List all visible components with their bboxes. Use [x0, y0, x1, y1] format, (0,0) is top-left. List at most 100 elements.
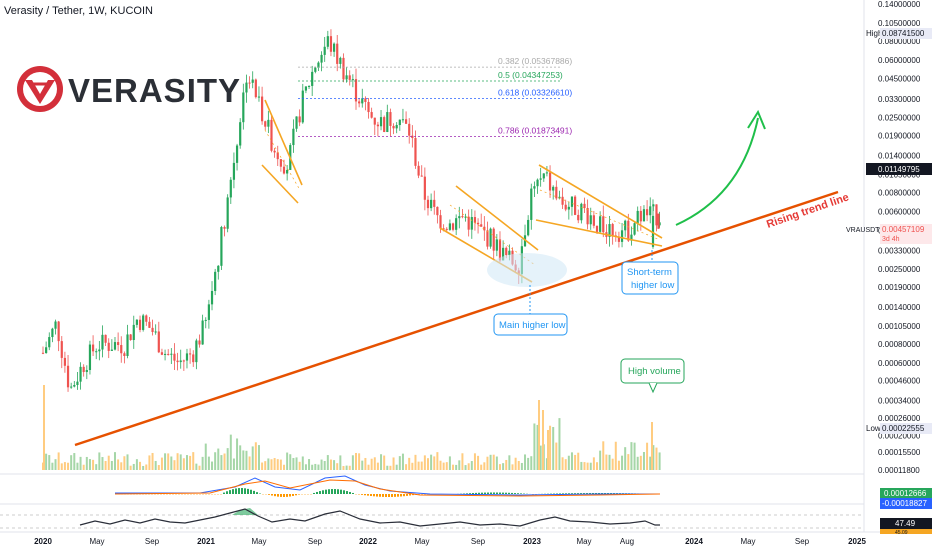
volume-bar: [270, 459, 273, 470]
svg-text:higher low: higher low: [631, 280, 674, 291]
volume-bar: [370, 458, 373, 470]
candle-body: [386, 112, 389, 132]
price-tick-label: 0.00600000: [878, 207, 921, 216]
macd-bar: [502, 492, 504, 494]
volume-bar: [239, 445, 242, 470]
candle-body: [567, 206, 570, 210]
candle-body: [642, 209, 646, 222]
volume-bar: [95, 464, 98, 470]
candle-body: [292, 128, 295, 146]
candle-body: [489, 228, 492, 247]
macd-bar: [229, 490, 231, 494]
candle-body: [583, 203, 586, 209]
volume-bar: [376, 462, 379, 470]
signal-line: [114, 479, 661, 497]
macd-bar: [478, 492, 480, 494]
volume-bar: [433, 456, 436, 470]
candle-body: [470, 217, 473, 230]
candle-body: [480, 224, 483, 227]
volume-bar: [248, 456, 251, 470]
candle-body: [311, 71, 314, 86]
volume-bar: [126, 454, 129, 470]
candle-body: [492, 228, 495, 251]
volume-bar: [564, 459, 567, 470]
macd-bar: [466, 493, 468, 494]
candle-body: [542, 173, 545, 179]
volume-bar: [508, 455, 511, 470]
svg-text:VRAUSDT: VRAUSDT: [846, 227, 880, 234]
volume-bar: [547, 430, 549, 470]
candle-body: [411, 135, 414, 139]
candle-body: [179, 360, 182, 363]
volume-bar: [304, 464, 307, 470]
candle-body: [545, 172, 549, 174]
volume-bar: [452, 464, 455, 470]
macd-bar: [277, 494, 279, 497]
volume-bar: [517, 461, 520, 470]
volume-bar: [561, 457, 564, 470]
macd-bar: [373, 494, 375, 497]
candle-body: [495, 239, 498, 251]
volume-bar: [498, 464, 501, 470]
macd-bar: [574, 493, 576, 494]
candle-body: [379, 117, 383, 127]
volume-bar: [51, 462, 54, 470]
candle-body: [439, 215, 442, 229]
candle-body: [66, 365, 70, 388]
volume-bar: [570, 452, 573, 470]
svg-text:0.00012666: 0.00012666: [884, 489, 927, 498]
volume-bar: [314, 463, 317, 470]
volume-bar: [649, 456, 652, 470]
candle-body: [254, 79, 257, 98]
volume-bar: [85, 456, 88, 470]
macd-bar: [520, 493, 522, 494]
price-tick-label: 0.00011800: [878, 466, 920, 475]
candle-body: [264, 121, 267, 127]
volume-bar: [624, 447, 627, 470]
volume-bar: [295, 457, 298, 470]
volume-bar: [614, 441, 617, 470]
volume-bar: [135, 459, 138, 470]
candle-body: [436, 206, 439, 216]
candle-body: [167, 353, 170, 355]
candle-body: [620, 230, 624, 242]
volume-bar: [139, 461, 142, 470]
macd-bar: [469, 493, 471, 494]
macd-bar: [280, 494, 282, 497]
volume-bar: [289, 454, 292, 470]
candle-body: [173, 353, 176, 361]
rising-trend-line[interactable]: [74, 190, 839, 447]
volume-bar: [48, 455, 51, 470]
candle-body: [132, 324, 135, 341]
candle-body: [658, 222, 661, 226]
volume-bar: [117, 459, 120, 470]
volume-bar: [254, 442, 257, 470]
macd-bar: [568, 493, 570, 494]
svg-text:Low: Low: [866, 424, 881, 433]
macd-bar: [361, 494, 363, 495]
volume-bar: [148, 455, 151, 470]
volume-bar: [333, 460, 336, 470]
candle-body: [76, 381, 79, 386]
macd-bar: [286, 494, 288, 497]
volume-bar: [473, 453, 476, 470]
price-tick-label: 0.06000000: [878, 56, 921, 65]
volume-bar: [386, 465, 389, 470]
volume-bar: [43, 385, 45, 470]
candle-body: [207, 304, 210, 320]
macd-bar: [493, 492, 495, 494]
candle-body: [41, 352, 45, 354]
volume-bar: [98, 452, 101, 470]
macd-bar: [511, 492, 513, 494]
volume-bar: [608, 454, 611, 470]
volume-bar: [185, 455, 188, 470]
volume-bar: [439, 460, 442, 470]
candle-body: [63, 357, 67, 366]
price-tick-label: 0.00060000: [878, 359, 921, 368]
macd-bar: [295, 494, 297, 496]
volume-bar: [198, 465, 201, 470]
macd-bar: [376, 494, 378, 497]
macd-bar: [256, 492, 258, 494]
macd-bar: [235, 488, 237, 494]
